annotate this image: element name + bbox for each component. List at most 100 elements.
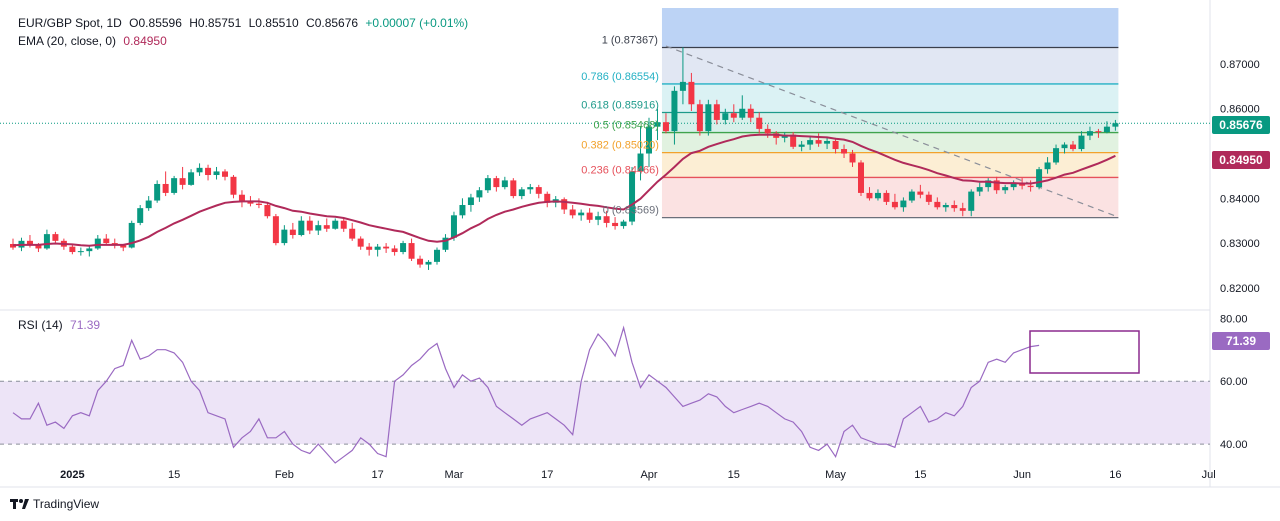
candle (383, 243, 390, 253)
ema-legend[interactable]: EMA (20, close, 0) 0.84950 (18, 34, 171, 48)
candle-body (255, 203, 262, 206)
rsi-tick-label: 60.00 (1220, 376, 1248, 388)
candle-body (917, 191, 924, 195)
candle (824, 137, 831, 150)
candle (849, 149, 856, 167)
candle (561, 197, 568, 214)
candle (230, 175, 237, 199)
candle-body (646, 126, 652, 154)
candlestick-series[interactable] (10, 47, 1119, 270)
candle-body (77, 251, 84, 253)
candle (883, 190, 890, 206)
candle-body (35, 245, 42, 249)
candle (756, 112, 763, 134)
candle-body (86, 248, 93, 252)
candle (603, 210, 610, 228)
price-tick-label: 0.86000 (1220, 104, 1260, 116)
candle-body (595, 216, 602, 220)
candle (94, 235, 101, 250)
time-tick-label: Jun (1013, 469, 1031, 481)
candle-body (391, 248, 398, 253)
candle-body (942, 205, 949, 208)
fib-zone-0.786-0.618 (661, 83, 1119, 113)
candle (968, 189, 975, 217)
time-tick-label: 15 (168, 469, 180, 481)
candle-body (467, 197, 474, 206)
candle (544, 191, 551, 208)
fib-zone-1-0.786 (661, 47, 1119, 84)
candle-body (298, 220, 305, 236)
tradingview-icon (10, 499, 29, 509)
rsi-legend[interactable]: RSI (14) 71.39 (18, 318, 104, 332)
candle (391, 245, 398, 256)
candle (612, 217, 619, 230)
candle (349, 222, 356, 241)
candle (518, 187, 525, 200)
time-tick-label: Feb (275, 469, 294, 481)
time-tick-label: Apr (640, 469, 657, 481)
price-tick-label: 0.84000 (1220, 193, 1260, 205)
candle (951, 200, 958, 212)
candle (891, 193, 898, 210)
descending-trendline[interactable] (665, 45, 1119, 218)
candle (10, 238, 16, 250)
candle-body (807, 140, 814, 145)
candle (289, 222, 296, 239)
tradingview-logo[interactable]: TradingView (10, 497, 99, 511)
candle-body (891, 201, 898, 208)
candle (179, 166, 186, 190)
candle (501, 176, 508, 190)
candle (408, 238, 415, 261)
candle-body (764, 128, 771, 134)
candle (925, 191, 932, 206)
fibonacci-labels: 1 (0.87367) 0.786 (0.86554) 0.618 (0.85916… (581, 35, 659, 217)
rsi-pane[interactable]: 80.00 60.00 40.00 (0, 313, 1248, 464)
fib-label-1: 1 (0.87367) (602, 35, 658, 47)
candle (917, 184, 924, 199)
candle-body (1002, 187, 1009, 191)
candle (1002, 184, 1009, 194)
rsi-tick-label: 80.00 (1220, 313, 1248, 325)
candle-body (1070, 144, 1076, 150)
candle-body (154, 183, 161, 201)
rsi-label: RSI (14) (18, 318, 63, 332)
candle-body (925, 194, 932, 202)
fibonacci-retracement[interactable] (661, 8, 1119, 219)
candle (154, 180, 161, 203)
candle (713, 99, 720, 125)
candle-body (841, 149, 848, 154)
candle (595, 211, 602, 226)
candle (900, 197, 907, 212)
candle-body (858, 162, 864, 193)
candle-body (205, 167, 212, 176)
candle-body (374, 246, 381, 250)
candle-body (69, 246, 76, 253)
candle-body (586, 212, 593, 220)
candle (722, 108, 729, 125)
candle (493, 175, 500, 192)
candle-body (662, 122, 669, 132)
candle (510, 178, 517, 199)
symbol-legend[interactable]: EUR/GBP Spot, 1D O0.85596 H0.85751 L0.85… (18, 16, 472, 30)
candle-body (1078, 135, 1085, 150)
candle (841, 144, 848, 158)
candle-body (94, 238, 101, 249)
candle-body (145, 200, 152, 209)
candle-body (535, 187, 542, 194)
candle-body (400, 243, 407, 253)
candle-body (629, 171, 636, 222)
candle-body (713, 104, 720, 120)
fib-label-0: 0 (0.83569) (603, 205, 659, 217)
candle (688, 72, 695, 111)
candle (739, 95, 746, 120)
trendline-segment (665, 45, 1119, 218)
time-axis[interactable]: 2025 15 Feb 17 Mar 17 Apr 15 May 15 Jun 16 Jul (60, 469, 1216, 481)
price-axis[interactable]: 0.87000 0.86000 0.84000 0.83000 0.82000 (1220, 59, 1260, 295)
candle-body (26, 240, 33, 246)
candle-body (238, 194, 245, 201)
candle (646, 117, 652, 167)
candle-body (459, 205, 466, 216)
candle (476, 187, 483, 202)
last-price-tag: 0.85676 (1212, 116, 1270, 134)
